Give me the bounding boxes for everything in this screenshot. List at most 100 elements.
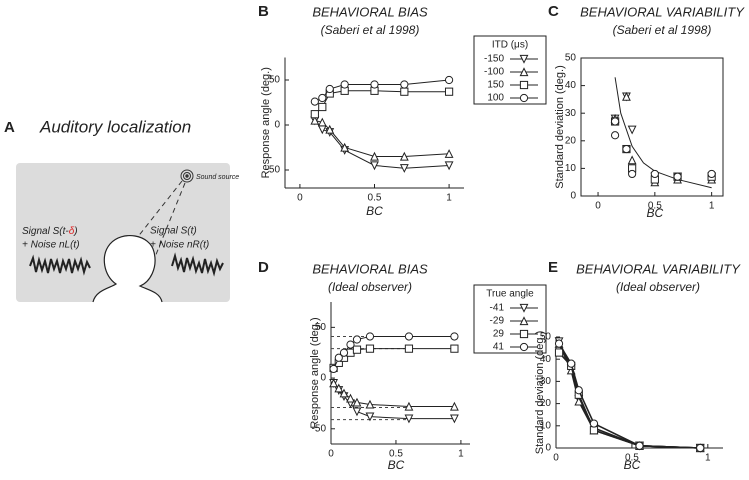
y-tick-label: 30 [565,108,577,119]
marker [554,339,564,348]
x-tick-label: 1 [446,193,452,204]
marker [450,344,459,353]
source-label: Sound source [196,174,239,181]
marker [310,115,320,125]
marker [444,161,454,171]
marker [622,91,631,101]
left-signal-delta: δ [69,226,75,237]
x-tick-label: 0.5 [368,193,382,204]
marker [589,419,599,428]
x-tick-label: 0.5 [625,453,639,464]
y-axis-label: Standard deviation (deg.) [534,331,546,455]
x-axis-label: BC [388,458,405,472]
y-tick-label: 50 [315,322,327,333]
marker [554,348,564,357]
marker [370,161,379,171]
x-axis-label: BC [647,206,664,220]
marker [399,151,409,161]
y-tick-label: 0 [274,120,280,131]
legend-marker [519,80,529,90]
legend-marker [519,67,529,77]
x-tick-label: 0 [595,201,601,212]
marker [635,441,644,450]
legend-label: 150 [487,80,504,91]
marker [589,426,599,435]
right-signal: Signal S(t) [150,226,197,237]
legend-marker [519,329,529,339]
marker [627,155,637,165]
marker [370,80,379,89]
chart-subtitle: (Saberi et al 1998) [613,23,712,37]
x-axis-label: BC [624,458,641,472]
marker [450,332,459,341]
marker [334,383,344,393]
marker [365,399,375,409]
x-tick-label: 1 [458,449,464,460]
panel-label: D [258,259,269,276]
series-line [314,120,450,169]
y-tick-label: 20 [540,398,552,409]
legend-label: 100 [487,93,504,104]
marker [404,414,414,424]
left-signal: Signal S(t-δ) [22,226,78,237]
marker [627,125,637,135]
legend-label: -41 [490,303,505,314]
marker [365,332,375,341]
y-tick-label: 50 [540,332,552,343]
y-tick-label: 50 [565,53,577,64]
marker [399,164,409,173]
legend-marker [519,54,529,64]
marker [352,335,362,344]
marker [340,80,349,89]
y-tick-label: 40 [540,354,552,365]
marker [444,149,454,158]
marker [365,344,375,353]
plot-frame [580,57,724,197]
panel-label: C [548,3,559,20]
marker [352,345,362,354]
scene-box [16,163,230,302]
x-axis-label: BC [366,204,383,218]
panel-label: B [258,3,269,20]
marker [310,110,319,119]
head-outline [92,235,163,303]
marker [707,169,716,179]
marker [574,386,583,395]
x-tick-label: 0.5 [648,201,662,212]
panel-label: A [4,119,15,136]
marker [334,353,343,362]
marker [340,142,350,152]
marker [444,75,454,85]
chart-subtitle: (Ideal observer) [328,280,412,294]
y-tick-label: 30 [540,376,552,387]
y-axis-label: Standard deviation (deg.) [554,65,566,189]
marker [339,388,349,398]
x-tick-label: 0.5 [389,449,403,460]
legend-marker [519,93,529,103]
marker [404,344,414,353]
left-signal-start: Signal S(t- [22,226,69,237]
marker [325,124,335,134]
y-tick-label: 10 [540,420,552,431]
x-tick-label: 0 [553,453,559,464]
legend-label: -29 [490,316,505,327]
right-noise: + Noise nR(t) [150,240,209,251]
legend-title: ITD (μs) [492,40,528,51]
marker [567,359,576,368]
chart-title: BEHAVIORAL BIAS [312,4,428,19]
marker [352,407,362,417]
marker [317,125,327,135]
marker [346,393,355,403]
y-tick-label: 0 [570,191,576,202]
y-tick-label: -50 [312,423,327,434]
right-wave [171,252,224,277]
chart-title: BEHAVIORAL BIAS [312,261,428,276]
marker [318,93,327,103]
marker [318,102,327,112]
x-tick-label: 1 [709,201,715,212]
legend-marker [519,316,529,326]
y-tick-label: -50 [266,165,281,176]
marker [404,332,414,341]
marker [346,340,355,349]
